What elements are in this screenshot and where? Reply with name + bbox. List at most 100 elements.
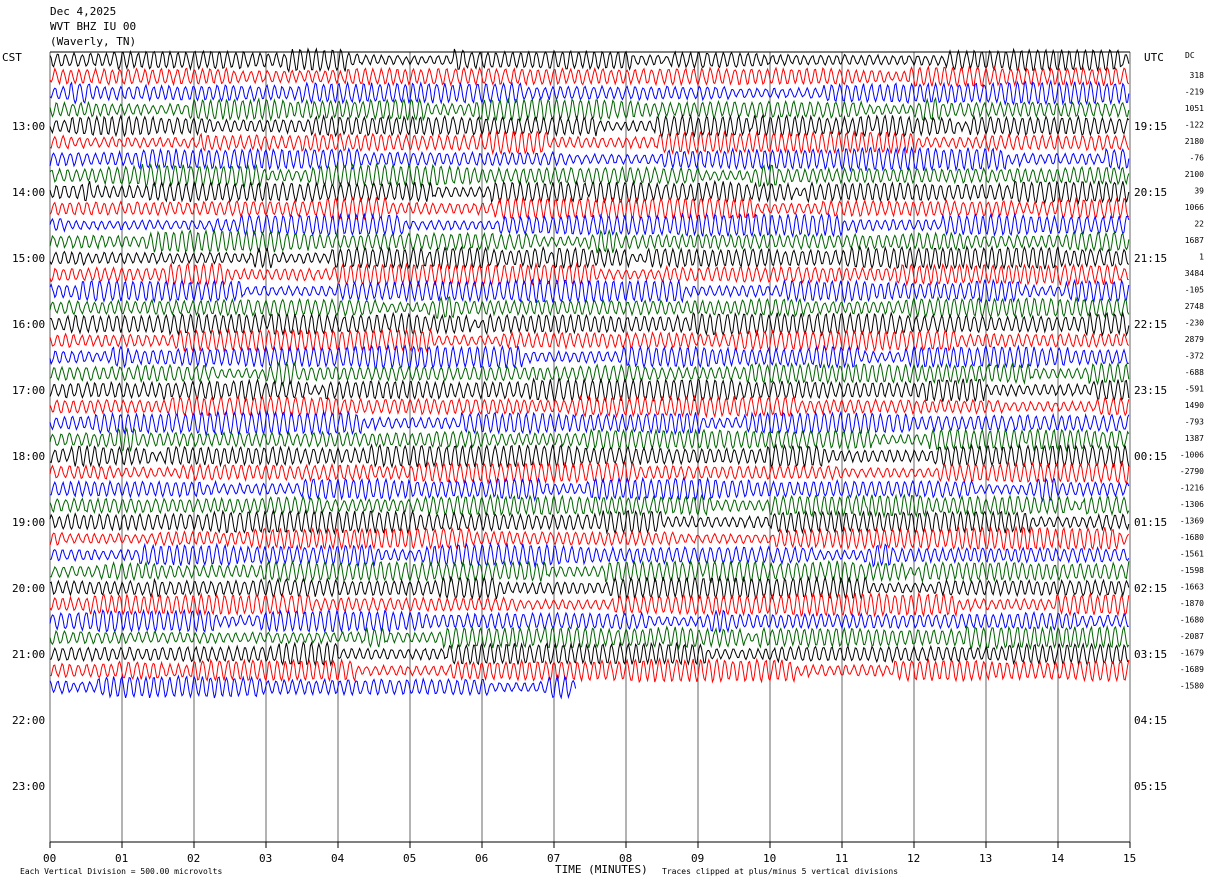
- seismic-trace: [49, 295, 1130, 319]
- seismic-traces: [49, 47, 1130, 700]
- x-tick-label: 07: [547, 852, 560, 865]
- dc-offset-value: -1369: [1180, 517, 1204, 526]
- x-tick-label: 13: [979, 852, 992, 865]
- seismic-trace: [49, 327, 1130, 354]
- seismic-trace: [49, 179, 1130, 205]
- seismic-trace: [49, 344, 1130, 371]
- dc-offset-value: 39: [1194, 187, 1204, 196]
- dc-offset-value: 3484: [1185, 269, 1204, 278]
- seismic-trace: [49, 195, 1130, 222]
- utc-hour-label: 00:15: [1134, 450, 1167, 463]
- dc-offset-value: -219: [1185, 88, 1204, 97]
- utc-hour-label: 20:15: [1134, 186, 1167, 199]
- seismic-trace: [49, 228, 1130, 254]
- cst-hour-label: 23:00: [12, 780, 45, 793]
- dc-offset-value: 1490: [1185, 401, 1204, 410]
- seismic-trace: [49, 162, 1130, 189]
- seismic-trace: [49, 460, 1130, 486]
- dc-offset-value: 1051: [1185, 104, 1204, 113]
- seismic-trace: [49, 608, 1129, 634]
- dc-offset-value: 22: [1194, 220, 1204, 229]
- seismic-trace: [49, 559, 1130, 584]
- seismic-trace: [49, 261, 1129, 288]
- cst-hour-axis: 13:00 14:00 15:00 16:00 17:00 18:00 19:00 20:00…: [12, 120, 45, 793]
- cst-hour-label: 14:00: [12, 186, 45, 199]
- cst-hour-label: 18:00: [12, 450, 45, 463]
- dc-offset-value: -230: [1185, 319, 1204, 328]
- dc-offset-value: -1598: [1180, 566, 1204, 575]
- utc-hour-axis: 19:15 20:15 21:15 22:15 23:15 00:15 01:15 02:15…: [1134, 120, 1167, 793]
- dc-offset-value: -793: [1185, 418, 1204, 427]
- cst-hour-label: 13:00: [12, 120, 45, 133]
- utc-hour-label: 01:15: [1134, 516, 1167, 529]
- x-tick-label: 12: [907, 852, 920, 865]
- seismic-trace: [49, 311, 1130, 338]
- dc-offset-value: 2180: [1185, 137, 1204, 146]
- seismic-trace: [49, 575, 1130, 601]
- seismic-trace: [49, 673, 577, 700]
- x-tick-label: 00: [43, 852, 56, 865]
- seismic-trace: [49, 113, 1130, 138]
- dc-offset-value: 1: [1199, 253, 1204, 262]
- dc-offset-value: -1306: [1180, 500, 1204, 509]
- dc-offset-value: -2790: [1180, 467, 1204, 476]
- x-tick-label: 09: [691, 852, 704, 865]
- seismic-trace: [49, 476, 1130, 503]
- x-tick-label: 03: [259, 852, 272, 865]
- seismic-trace: [49, 426, 1130, 453]
- seismic-trace: [49, 493, 1130, 519]
- dc-offset-value: -105: [1185, 286, 1204, 295]
- dc-offset-value: -1689: [1180, 665, 1204, 674]
- utc-hour-label: 03:15: [1134, 648, 1167, 661]
- cst-hour-label: 21:00: [12, 648, 45, 661]
- cst-hour-label: 20:00: [12, 582, 45, 595]
- seismic-trace: [49, 640, 1129, 667]
- date-label: Dec 4,2025: [50, 5, 117, 18]
- dc-offset-value: -1680: [1180, 533, 1204, 542]
- x-tick-label: 14: [1051, 852, 1065, 865]
- seismic-trace: [49, 146, 1130, 173]
- station-label: WVT BHZ IU 00: [50, 20, 137, 33]
- utc-hour-label: 22:15: [1134, 318, 1167, 331]
- utc-hour-label: 23:15: [1134, 384, 1167, 397]
- utc-axis-label: UTC: [1144, 51, 1164, 64]
- dc-offset-value: -1679: [1180, 649, 1204, 658]
- dc-column-label: DC: [1185, 51, 1195, 60]
- seismic-trace: [49, 245, 1130, 271]
- seismic-trace: [49, 624, 1130, 651]
- seismic-trace: [49, 96, 1130, 123]
- seismic-trace: [49, 409, 1130, 437]
- dc-offset-value: -1663: [1180, 583, 1204, 592]
- cst-hour-label: 19:00: [12, 516, 45, 529]
- dc-offset-value: -591: [1185, 385, 1204, 394]
- seismic-trace: [49, 377, 1130, 403]
- x-tick-label: 04: [331, 852, 345, 865]
- seismic-trace: [49, 361, 1130, 387]
- minute-axis: 00 01 02 03 04 05 06 07 08 09 10 11 12 13 14 15: [43, 852, 1136, 865]
- cst-hour-label: 15:00: [12, 252, 45, 265]
- x-axis-title: TIME (MINUTES): [555, 863, 648, 876]
- cst-hour-label: 22:00: [12, 714, 45, 727]
- seismic-trace: [49, 47, 1130, 74]
- dc-offset-value: -122: [1185, 121, 1204, 130]
- seismic-trace: [49, 129, 1130, 156]
- dc-offset-value: -1216: [1180, 484, 1204, 493]
- dc-offset-value: 2748: [1185, 302, 1204, 311]
- seismic-trace: [49, 525, 1130, 552]
- seismic-trace: [49, 65, 1130, 88]
- dc-offset-value: 1687: [1185, 236, 1204, 245]
- dc-offset-column: 318-2191051-1222180-76210039106622168713…: [1180, 71, 1204, 691]
- x-tick-label: 02: [187, 852, 200, 865]
- scale-note: Each Vertical Division = 500.00 microvol…: [20, 867, 222, 876]
- x-tick-label: 11: [835, 852, 848, 865]
- utc-hour-label: 21:15: [1134, 252, 1167, 265]
- dc-offset-value: -688: [1185, 368, 1204, 377]
- dc-offset-value: 2879: [1185, 335, 1204, 344]
- dc-offset-value: 318: [1190, 71, 1205, 80]
- cst-axis-label: CST: [2, 51, 22, 64]
- seismic-trace: [49, 542, 1130, 568]
- cst-hour-label: 16:00: [12, 318, 45, 331]
- seismic-trace: [49, 79, 1130, 106]
- x-tick-label: 01: [115, 852, 128, 865]
